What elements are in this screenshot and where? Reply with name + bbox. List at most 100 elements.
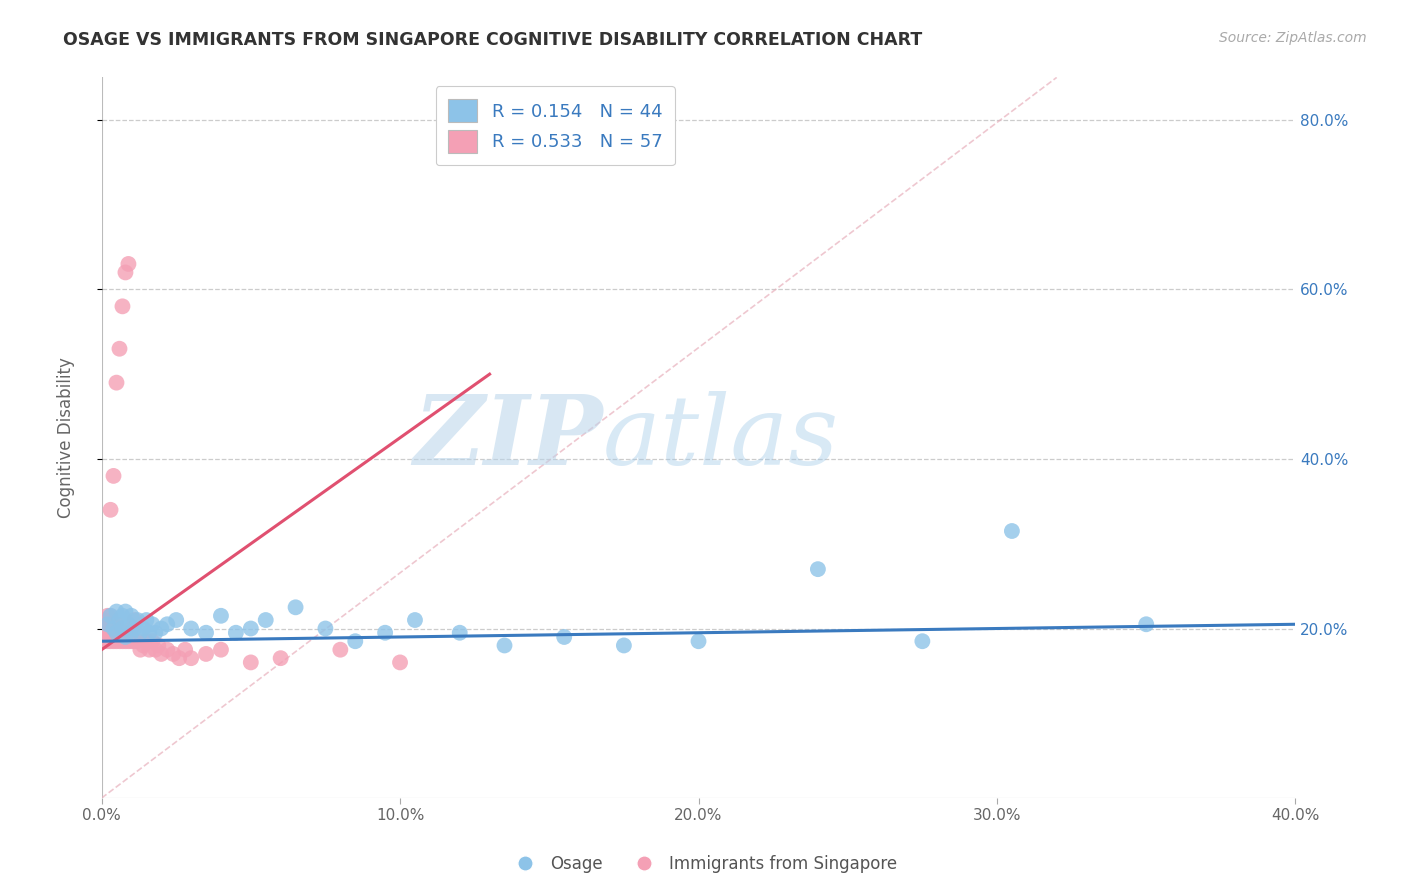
- Point: [96, 617, 118, 632]
- Y-axis label: Cognitive Disability: Cognitive Disability: [58, 358, 75, 518]
- Point: [111, 608, 134, 623]
- Point: [108, 342, 131, 356]
- Point: [100, 608, 122, 623]
- Point: [165, 613, 187, 627]
- Point: [314, 622, 336, 636]
- Point: [129, 642, 152, 657]
- Point: [103, 634, 125, 648]
- Legend: Osage, Immigrants from Singapore: Osage, Immigrants from Singapore: [502, 848, 904, 880]
- Point: [105, 625, 128, 640]
- Point: [270, 651, 292, 665]
- Point: [329, 642, 352, 657]
- Point: [150, 647, 173, 661]
- Text: atlas: atlas: [603, 391, 839, 484]
- Point: [180, 651, 202, 665]
- Point: [100, 625, 122, 640]
- Point: [148, 639, 170, 653]
- Point: [127, 613, 149, 627]
- Point: [494, 639, 516, 653]
- Point: [108, 625, 131, 640]
- Point: [141, 634, 163, 648]
- Point: [120, 625, 142, 640]
- Point: [209, 642, 232, 657]
- Legend: R = 0.154   N = 44, R = 0.533   N = 57: R = 0.154 N = 44, R = 0.533 N = 57: [436, 87, 675, 165]
- Point: [114, 605, 136, 619]
- Point: [344, 634, 367, 648]
- Point: [111, 634, 134, 648]
- Point: [195, 625, 218, 640]
- Point: [120, 634, 142, 648]
- Point: [404, 613, 426, 627]
- Point: [195, 647, 218, 661]
- Point: [156, 617, 179, 632]
- Point: [254, 613, 277, 627]
- Point: [103, 625, 125, 640]
- Point: [96, 617, 118, 632]
- Point: [111, 625, 134, 640]
- Point: [162, 647, 184, 661]
- Point: [96, 630, 118, 644]
- Point: [132, 622, 155, 636]
- Point: [124, 634, 146, 648]
- Point: [108, 613, 131, 627]
- Point: [1135, 617, 1157, 632]
- Point: [156, 642, 179, 657]
- Point: [167, 651, 190, 665]
- Point: [96, 608, 118, 623]
- Point: [124, 622, 146, 636]
- Point: [100, 608, 122, 623]
- Point: [103, 622, 125, 636]
- Point: [138, 642, 160, 657]
- Point: [449, 625, 471, 640]
- Point: [143, 642, 166, 657]
- Point: [111, 622, 134, 636]
- Point: [105, 634, 128, 648]
- Point: [807, 562, 830, 576]
- Point: [1001, 524, 1024, 538]
- Point: [105, 617, 128, 632]
- Point: [100, 634, 122, 648]
- Point: [114, 625, 136, 640]
- Point: [239, 656, 262, 670]
- Point: [129, 625, 152, 640]
- Point: [127, 634, 149, 648]
- Text: OSAGE VS IMMIGRANTS FROM SINGAPORE COGNITIVE DISABILITY CORRELATION CHART: OSAGE VS IMMIGRANTS FROM SINGAPORE COGNI…: [63, 31, 922, 49]
- Point: [911, 634, 934, 648]
- Point: [96, 634, 118, 648]
- Point: [117, 617, 139, 632]
- Point: [613, 639, 636, 653]
- Point: [174, 642, 197, 657]
- Point: [120, 622, 142, 636]
- Point: [239, 622, 262, 636]
- Point: [93, 613, 115, 627]
- Point: [284, 600, 307, 615]
- Point: [688, 634, 710, 648]
- Point: [132, 639, 155, 653]
- Point: [135, 613, 157, 627]
- Point: [93, 625, 115, 640]
- Point: [100, 622, 122, 636]
- Point: [117, 257, 139, 271]
- Point: [111, 299, 134, 313]
- Point: [96, 625, 118, 640]
- Point: [103, 469, 125, 483]
- Point: [389, 656, 412, 670]
- Point: [114, 630, 136, 644]
- Point: [143, 625, 166, 640]
- Point: [108, 634, 131, 648]
- Point: [374, 625, 396, 640]
- Point: [114, 265, 136, 279]
- Point: [553, 630, 575, 644]
- Point: [103, 617, 125, 632]
- Point: [141, 617, 163, 632]
- Point: [124, 613, 146, 627]
- Point: [117, 634, 139, 648]
- Point: [105, 376, 128, 390]
- Text: Source: ZipAtlas.com: Source: ZipAtlas.com: [1219, 31, 1367, 45]
- Point: [135, 634, 157, 648]
- Point: [105, 605, 128, 619]
- Point: [138, 625, 160, 640]
- Point: [93, 634, 115, 648]
- Point: [93, 622, 115, 636]
- Point: [150, 622, 173, 636]
